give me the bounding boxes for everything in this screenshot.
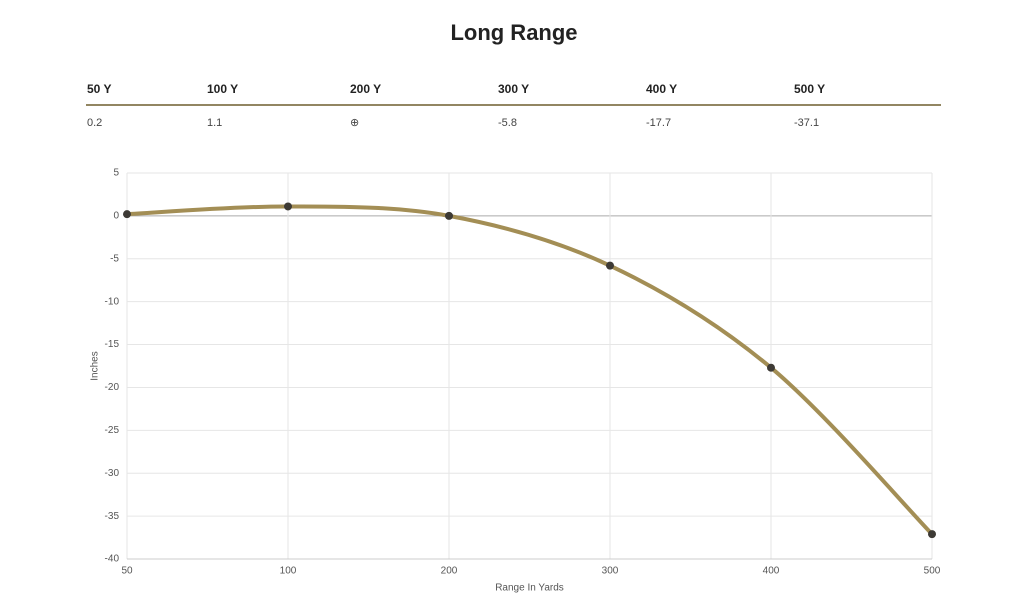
y-tick-label: 5	[113, 168, 119, 179]
y-tick-label: -20	[105, 382, 120, 393]
x-tick-label: 200	[441, 566, 458, 577]
table-header: 200 Y	[350, 82, 381, 96]
table-header: 50 Y	[87, 82, 111, 96]
data-point	[123, 210, 131, 219]
x-tick-label: 300	[602, 566, 619, 577]
y-tick-label: -25	[105, 425, 120, 436]
table-cell: 0.2	[87, 117, 102, 129]
table-cell: 1.1	[207, 117, 222, 129]
x-axis-label: Range In Yards	[495, 583, 564, 594]
y-tick-label: -10	[105, 296, 120, 307]
x-tick-label: 100	[280, 566, 297, 577]
x-tick-label: 500	[924, 566, 941, 577]
data-point	[445, 211, 453, 220]
table-header: 100 Y	[207, 82, 238, 96]
table-header: 300 Y	[498, 82, 529, 96]
table-cell: -17.7	[646, 117, 671, 129]
table-cell: -5.8	[498, 117, 517, 129]
y-axis-label: Inches	[90, 351, 101, 380]
y-tick-label: -40	[105, 554, 120, 565]
y-tick-label: -35	[105, 511, 120, 522]
table-header: 500 Y	[794, 82, 825, 96]
y-tick-label: 0	[113, 211, 119, 222]
y-tick-label: -5	[110, 253, 119, 264]
x-tick-label: 50	[121, 566, 133, 577]
y-tick-label: -15	[105, 339, 120, 350]
x-tick-label: 400	[763, 566, 780, 577]
data-point	[284, 202, 292, 211]
y-tick-label: -30	[105, 468, 120, 479]
trajectory-line	[125, 204, 934, 537]
table-cell: ⊕	[350, 117, 359, 129]
data-point	[767, 363, 775, 372]
table-header: 400 Y	[646, 82, 677, 96]
table-cell: -37.1	[794, 117, 819, 129]
data-point	[606, 261, 614, 270]
title: Long Range	[450, 20, 577, 45]
data-point	[928, 530, 936, 539]
